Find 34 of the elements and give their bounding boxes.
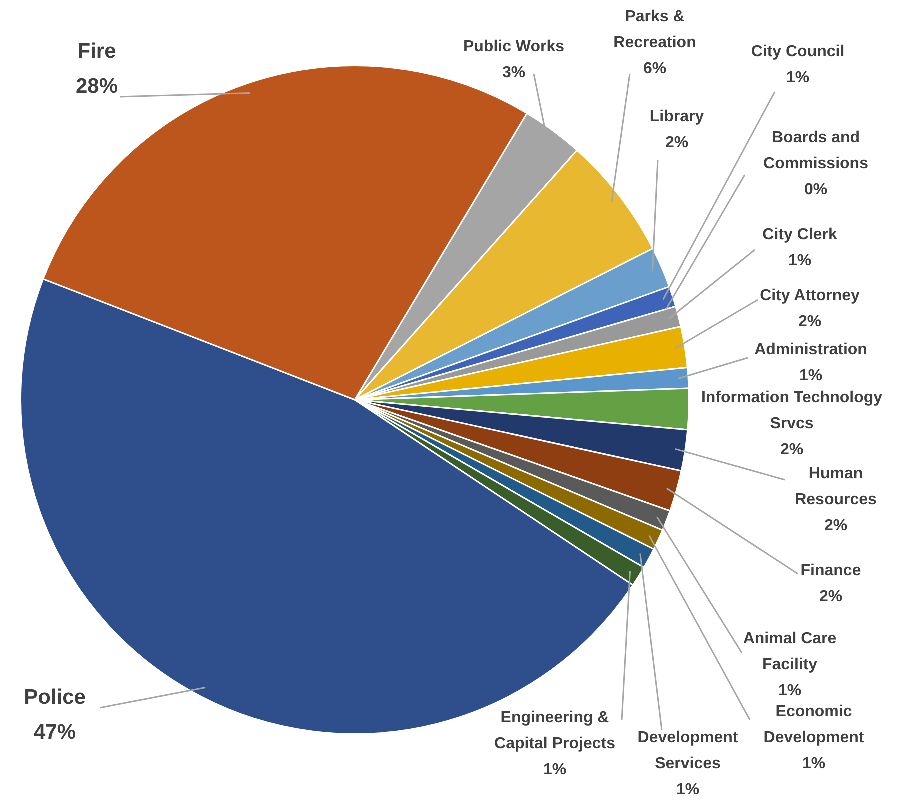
slice-label: Library: [650, 108, 704, 126]
slice-label: Economic Development: [764, 703, 865, 746]
data-label: 1%: [799, 367, 823, 384]
data-label: 28%: [76, 74, 118, 98]
text: 0%: [804, 181, 828, 198]
data-label: 47%: [34, 720, 76, 744]
data-label: 1%: [786, 69, 810, 86]
slice-label: Administration: [754, 341, 868, 358]
slice-label: City Council: [751, 43, 845, 60]
slice-label: Parks & Recreation: [614, 8, 696, 52]
slice-label: City Attorney: [760, 287, 860, 304]
data-label: 1%: [778, 682, 802, 700]
data-label: 2%: [780, 441, 804, 458]
data-label: 1%: [676, 781, 700, 798]
data-label: 2%: [824, 517, 848, 534]
data-label: 1%: [802, 755, 826, 772]
slice-label: Finance: [800, 562, 862, 580]
data-label: 1%: [543, 761, 567, 778]
slice-label: Engineering & Capital Projects: [494, 709, 616, 752]
data-label: 2%: [665, 134, 689, 152]
data-label: 2%: [819, 588, 843, 606]
category-label: Boards and Commissions: [764, 129, 868, 172]
data-label: 6%: [643, 60, 667, 78]
data-label: 1%: [788, 252, 812, 270]
slice-label: Development Services: [638, 729, 739, 772]
data-label: 3%: [502, 64, 526, 82]
slice-label: Information Technology Srvcs: [701, 389, 883, 432]
slice-label: City Clerk: [762, 226, 838, 244]
slice-label: Police: [24, 686, 86, 709]
slice-label: Human Resources: [795, 465, 878, 508]
slice-label: Animal Care Facility: [743, 630, 837, 674]
slice-label: Fire: [78, 40, 116, 63]
data-label: 2%: [798, 313, 822, 330]
slice-label: Public Works: [463, 38, 565, 56]
